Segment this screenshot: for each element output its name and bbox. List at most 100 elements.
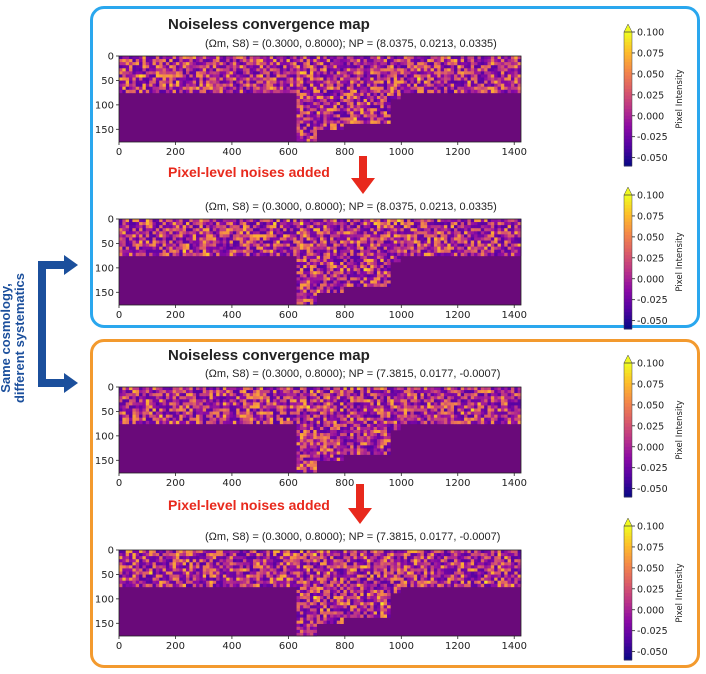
- colorbar-tick-label: 0.100: [637, 191, 664, 202]
- colorbar-tick-label: 0.000: [637, 274, 664, 285]
- convergence-map-4: 0 200 400 600 800 1000 1200 1400 0 50 100 150: [95, 546, 527, 653]
- x-tick-label: 1000: [389, 310, 414, 321]
- side-label-line2: different systematics: [12, 272, 27, 404]
- y-tick-label: 150: [95, 456, 114, 467]
- y-tick-label: 0: [108, 52, 114, 63]
- x-tick-label: 200: [166, 641, 185, 652]
- side-label: Same cosmology, different systematics: [0, 263, 27, 413]
- x-tick-label: 1200: [445, 310, 470, 321]
- group1-panel1-subtitle: (Ωm, S8) = (0.3000, 0.8000); NP = (8.037…: [205, 38, 497, 50]
- colorbar-tick-label: 0.025: [637, 90, 664, 101]
- y-tick-label: 150: [95, 125, 114, 136]
- colorbar-tick-label: 0.000: [637, 111, 664, 122]
- colorbar-tick-label: -0.050: [637, 647, 668, 658]
- colorbar-tick-label: -0.050: [637, 153, 668, 164]
- y-tick-label: 150: [95, 619, 114, 630]
- group2-panel2-subtitle: (Ωm, S8) = (0.3000, 0.8000); NP = (7.381…: [205, 531, 501, 543]
- x-tick-label: 1200: [445, 147, 470, 158]
- group-box-variant: [90, 339, 700, 668]
- colorbar-tick-label: 0.100: [637, 522, 664, 533]
- y-tick-label: 100: [95, 431, 114, 442]
- colorbar-tick-label: -0.025: [637, 626, 668, 637]
- x-tick-label: 200: [166, 478, 185, 489]
- colorbar-tick-label: 0.050: [637, 232, 664, 243]
- colorbar-tick-label: 0.050: [637, 563, 664, 574]
- y-tick-label: 50: [101, 239, 114, 250]
- x-tick-label: 400: [222, 641, 241, 652]
- x-tick-label: 1200: [445, 641, 470, 652]
- colorbar-tick-label: 0.075: [637, 48, 664, 59]
- down-arrow-icon: [351, 156, 375, 194]
- colorbar-tick-label: 0.100: [637, 359, 664, 370]
- colorbar-tick-label: 0.025: [637, 584, 664, 595]
- x-tick-label: 0: [116, 147, 122, 158]
- x-tick-label: 400: [222, 478, 241, 489]
- colorbar-tick-label: 0.075: [637, 211, 664, 222]
- x-tick-label: 0: [116, 310, 122, 321]
- convergence-map-1: 0 200 400 600 800 1000 1200 1400 0 50 100 150: [95, 52, 527, 159]
- colorbar-tick-label: -0.050: [637, 484, 668, 495]
- convergence-map-3: 0 200 400 600 800 1000 1200 1400 0 50 100 150: [95, 383, 527, 490]
- x-tick-label: 1000: [389, 641, 414, 652]
- colorbar-tick-label: 0.025: [637, 253, 664, 264]
- colorbar-tick-label: 0.100: [637, 28, 664, 39]
- group1-title: Noiseless convergence map: [168, 16, 370, 33]
- y-tick-label: 50: [101, 570, 114, 581]
- colorbar-tick-label: 0.075: [637, 542, 664, 553]
- convergence-map-2: 0 200 400 600 800 1000 1200 1400 0 50 100 150: [95, 215, 527, 322]
- y-tick-label: 50: [101, 76, 114, 87]
- x-tick-label: 600: [279, 478, 298, 489]
- y-tick-label: 100: [95, 594, 114, 605]
- x-tick-label: 600: [279, 641, 298, 652]
- x-tick-label: 800: [335, 310, 354, 321]
- colorbar-tick-label: 0.000: [637, 605, 664, 616]
- y-tick-label: 100: [95, 100, 114, 111]
- colorbar-tick-label: -0.025: [637, 132, 668, 143]
- x-tick-label: 800: [335, 641, 354, 652]
- x-tick-label: 1400: [501, 641, 526, 652]
- group-box-original: [90, 6, 700, 328]
- colorbar-tick-label: -0.025: [637, 463, 668, 474]
- x-tick-label: 1400: [501, 478, 526, 489]
- y-tick-label: 0: [108, 215, 114, 226]
- y-tick-label: 0: [108, 383, 114, 394]
- x-tick-label: 200: [166, 310, 185, 321]
- down-arrow-icon: [348, 484, 372, 524]
- y-tick-label: 50: [101, 407, 114, 418]
- colorbar-4: 0.100 0.075 0.050 0.025 0.000 -0.025 -0.050 Pix…: [623, 517, 685, 661]
- x-tick-label: 200: [166, 147, 185, 158]
- group2-panel1-subtitle: (Ωm, S8) = (0.3000, 0.8000); NP = (7.381…: [205, 368, 501, 380]
- x-tick-label: 1000: [389, 478, 414, 489]
- colorbar-tick-label: 0.000: [637, 442, 664, 453]
- double-arrow-bracket-icon: [38, 255, 78, 393]
- y-tick-label: 100: [95, 263, 114, 274]
- x-tick-label: 400: [222, 147, 241, 158]
- colorbar-tick-label: 0.050: [637, 400, 664, 411]
- colorbar-2: 0.100 0.075 0.050 0.025 0.000 -0.025 -0.050 Pix…: [623, 186, 685, 330]
- colorbar-tick-label: -0.025: [637, 295, 668, 306]
- x-tick-label: 0: [116, 478, 122, 489]
- x-tick-label: 800: [335, 147, 354, 158]
- x-tick-label: 1000: [389, 147, 414, 158]
- colorbar-tick-label: -0.050: [637, 316, 668, 327]
- colorbar-label: Pixel Intensity: [675, 69, 685, 128]
- group1-panel2-subtitle: (Ωm, S8) = (0.3000, 0.8000); NP = (8.037…: [205, 201, 497, 213]
- colorbar-tick-label: 0.075: [637, 379, 664, 390]
- colorbar-label: Pixel Intensity: [675, 400, 685, 459]
- x-tick-label: 0: [116, 641, 122, 652]
- x-tick-label: 800: [335, 478, 354, 489]
- x-tick-label: 1200: [445, 478, 470, 489]
- x-tick-label: 600: [279, 310, 298, 321]
- colorbar-tick-label: 0.025: [637, 421, 664, 432]
- group2-title: Noiseless convergence map: [168, 347, 370, 364]
- y-tick-label: 0: [108, 546, 114, 557]
- colorbar-3: 0.100 0.075 0.050 0.025 0.000 -0.025 -0.050 Pix…: [623, 354, 685, 498]
- x-tick-label: 400: [222, 310, 241, 321]
- colorbar-1: 0.100 0.075 0.050 0.025 0.000 -0.025 -0.050 Pix…: [623, 23, 685, 167]
- group2-noise-label: Pixel-level noises added: [168, 497, 330, 513]
- colorbar-tick-label: 0.050: [637, 69, 664, 80]
- x-tick-label: 600: [279, 147, 298, 158]
- colorbar-label: Pixel Intensity: [675, 563, 685, 622]
- y-tick-label: 150: [95, 288, 114, 299]
- x-tick-label: 1400: [501, 147, 526, 158]
